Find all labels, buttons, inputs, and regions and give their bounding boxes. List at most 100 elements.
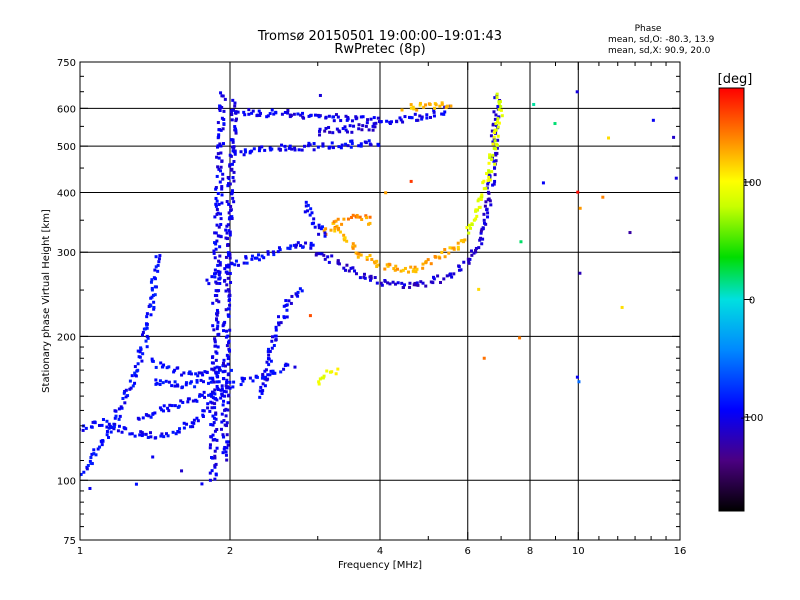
trace-point bbox=[133, 373, 137, 377]
trace-point bbox=[221, 172, 225, 176]
trace-point bbox=[359, 253, 363, 257]
trace-point bbox=[317, 252, 321, 256]
trace-point bbox=[326, 255, 330, 259]
trace-point bbox=[480, 193, 484, 197]
scatter-point bbox=[578, 206, 582, 210]
trace-point bbox=[227, 265, 231, 269]
trace-point bbox=[429, 280, 433, 284]
colorbar-tick-label: -100 bbox=[741, 413, 764, 424]
trace-point bbox=[393, 268, 397, 272]
trace-point bbox=[211, 301, 215, 305]
x-tick-label: 10 bbox=[572, 546, 585, 557]
trace-point bbox=[488, 178, 492, 182]
trace-point bbox=[270, 147, 274, 151]
trace-point bbox=[221, 377, 225, 381]
trace-point bbox=[208, 478, 212, 482]
trace-point bbox=[217, 225, 221, 229]
trace-point bbox=[211, 378, 215, 382]
trace-point bbox=[89, 461, 93, 465]
trace-point bbox=[414, 270, 418, 274]
trace-point bbox=[149, 415, 153, 419]
trace-point bbox=[456, 241, 460, 245]
trace-point bbox=[105, 425, 109, 429]
trace-point bbox=[186, 400, 190, 404]
trace-point bbox=[349, 266, 353, 270]
trace-point bbox=[213, 344, 217, 348]
trace-point bbox=[195, 416, 199, 420]
trace-point bbox=[216, 345, 220, 349]
trace-point bbox=[149, 304, 153, 308]
trace-point bbox=[317, 380, 321, 384]
trace-point bbox=[266, 250, 270, 254]
trace-point bbox=[401, 120, 405, 124]
trace-point bbox=[215, 374, 219, 378]
trace-point bbox=[151, 293, 155, 297]
trace-point bbox=[377, 143, 381, 147]
trace-point bbox=[418, 101, 422, 105]
trace-point bbox=[258, 395, 262, 399]
trace-point bbox=[225, 378, 229, 382]
trace-point bbox=[184, 383, 188, 387]
trace-point bbox=[206, 406, 210, 410]
trace-point bbox=[217, 366, 221, 370]
trace-point bbox=[342, 233, 346, 237]
scatter-point bbox=[575, 375, 579, 379]
trace-point bbox=[356, 215, 360, 219]
trace-point bbox=[221, 177, 225, 181]
trace-point bbox=[215, 446, 219, 450]
trace-point bbox=[164, 432, 168, 436]
trace-point bbox=[347, 269, 351, 273]
trace-point bbox=[317, 226, 321, 230]
trace-point bbox=[219, 165, 223, 169]
trace-point bbox=[207, 282, 211, 286]
trace-point bbox=[193, 385, 197, 389]
trace-point bbox=[301, 245, 305, 249]
trace-point bbox=[120, 430, 124, 434]
trace-point bbox=[178, 427, 182, 431]
trace-point bbox=[482, 212, 486, 216]
trace-point bbox=[217, 259, 221, 263]
colorbar-tick-label: 100 bbox=[742, 178, 761, 189]
trace-point bbox=[486, 211, 490, 215]
trace-point bbox=[456, 245, 460, 249]
axis-ticks bbox=[79, 61, 681, 541]
trace-point bbox=[415, 267, 419, 271]
trace-point bbox=[302, 116, 306, 120]
trace-point bbox=[182, 426, 186, 430]
trace-point bbox=[228, 164, 232, 168]
trace-point bbox=[227, 339, 231, 343]
trace-point bbox=[335, 224, 339, 228]
trace-point bbox=[219, 396, 223, 400]
grid-lines bbox=[80, 62, 680, 540]
scatter-point bbox=[577, 380, 581, 384]
trace-point bbox=[321, 144, 325, 148]
trace-point bbox=[494, 151, 498, 155]
trace-point bbox=[145, 334, 149, 338]
trace-point bbox=[233, 125, 237, 129]
trace-point bbox=[482, 221, 486, 225]
trace-point bbox=[199, 378, 203, 382]
trace-point bbox=[198, 393, 202, 397]
trace-point bbox=[203, 370, 207, 374]
trace-point bbox=[487, 175, 491, 179]
trace-point bbox=[152, 300, 156, 304]
trace-point bbox=[218, 104, 222, 108]
trace-point bbox=[290, 147, 294, 151]
trace-point bbox=[248, 150, 252, 154]
trace-point bbox=[202, 390, 206, 394]
trace-point bbox=[345, 263, 349, 267]
trace-point bbox=[287, 299, 291, 303]
trace-point bbox=[323, 129, 327, 133]
trace-point bbox=[107, 426, 111, 430]
trace-point bbox=[213, 437, 217, 441]
trace-point bbox=[217, 368, 221, 372]
trace-point bbox=[495, 96, 499, 100]
trace-point bbox=[355, 116, 359, 120]
trace-point bbox=[194, 398, 198, 402]
trace-point bbox=[201, 373, 205, 377]
trace-point bbox=[353, 244, 357, 248]
trace-point bbox=[375, 259, 379, 263]
trace-point bbox=[380, 283, 384, 287]
y-tick-label: 500 bbox=[57, 142, 76, 153]
trace-point bbox=[196, 374, 200, 378]
